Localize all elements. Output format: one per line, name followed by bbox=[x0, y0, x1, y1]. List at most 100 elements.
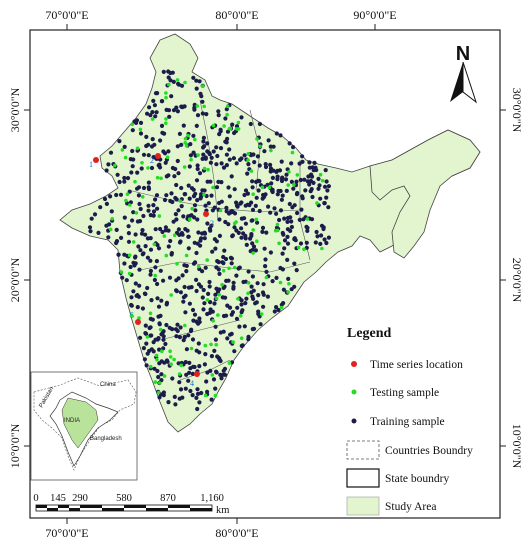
training-sample-point bbox=[210, 249, 215, 254]
testing-sample-point bbox=[320, 246, 324, 251]
training-sample-point bbox=[160, 330, 165, 335]
training-sample-point bbox=[308, 189, 313, 194]
training-sample-point bbox=[188, 388, 193, 394]
testing-sample-point bbox=[153, 273, 157, 278]
training-sample-point bbox=[227, 194, 232, 199]
training-sample-point bbox=[239, 343, 244, 348]
training-sample-point bbox=[179, 104, 184, 109]
training-sample-point bbox=[316, 186, 321, 191]
testing-sample-point bbox=[187, 217, 192, 221]
training-sample-point bbox=[268, 250, 273, 255]
training-sample-point bbox=[260, 225, 266, 230]
lon-label-top-80: 80°0'0"E bbox=[215, 8, 258, 22]
training-sample-point bbox=[288, 228, 293, 233]
training-sample-point bbox=[222, 248, 227, 253]
training-sample-point bbox=[217, 357, 222, 363]
training-sample-point bbox=[115, 172, 120, 177]
training-sample-point bbox=[107, 222, 112, 227]
training-sample-point bbox=[194, 288, 199, 294]
training-sample-point bbox=[126, 231, 131, 236]
training-sample-point bbox=[161, 69, 166, 74]
testing-sample-point bbox=[189, 157, 193, 162]
training-sample-point bbox=[224, 163, 229, 168]
training-sample-point bbox=[195, 387, 200, 392]
training-sample-point bbox=[180, 395, 185, 400]
training-sample-point bbox=[104, 201, 109, 206]
training-sample-point bbox=[301, 217, 306, 222]
training-sample-point bbox=[148, 113, 153, 118]
training-sample-point bbox=[144, 363, 149, 368]
training-sample-point bbox=[245, 171, 250, 176]
training-sample-point bbox=[292, 261, 297, 266]
training-sample-point bbox=[152, 366, 157, 371]
training-sample-point bbox=[181, 338, 186, 343]
training-sample-point bbox=[183, 360, 188, 365]
testing-sample-point bbox=[148, 364, 153, 369]
training-sample-point bbox=[271, 144, 276, 149]
training-sample-point bbox=[268, 166, 273, 171]
northeast-region bbox=[369, 129, 481, 259]
training-sample-point bbox=[291, 186, 296, 191]
training-sample-point bbox=[150, 137, 155, 142]
training-sample-point bbox=[188, 153, 193, 158]
training-sample-point bbox=[217, 233, 222, 238]
training-sample-point bbox=[161, 278, 166, 283]
training-sample-point bbox=[166, 228, 171, 233]
training-sample-point bbox=[198, 284, 204, 289]
training-sample-point bbox=[230, 122, 235, 127]
training-sample-point bbox=[202, 236, 207, 241]
training-sample-point bbox=[187, 164, 192, 169]
training-sample-point bbox=[201, 135, 206, 140]
time-series-locations: 1 2 3 5 4 bbox=[89, 153, 214, 388]
training-sample-point bbox=[187, 196, 192, 201]
scale-bar: 0 145 290 580 870 1,160 km bbox=[33, 493, 229, 516]
training-sample-point bbox=[164, 193, 169, 198]
training-sample-point bbox=[208, 160, 213, 165]
training-sample-point bbox=[193, 260, 198, 265]
training-sample-point bbox=[155, 296, 160, 301]
training-sample-point bbox=[249, 218, 254, 223]
training-sample-point bbox=[148, 268, 153, 274]
training-sample-point bbox=[214, 185, 220, 190]
training-sample-point bbox=[135, 170, 140, 175]
training-sample-point bbox=[189, 186, 195, 191]
training-sample-point bbox=[178, 325, 183, 330]
training-sample-point bbox=[129, 295, 134, 300]
training-sample-point bbox=[319, 233, 324, 238]
training-sample-point bbox=[156, 246, 162, 251]
testing-sample-point bbox=[169, 362, 173, 367]
training-sample-point bbox=[209, 155, 214, 160]
training-sample-point bbox=[174, 217, 179, 222]
training-sample-point bbox=[187, 301, 192, 306]
training-sample-point bbox=[171, 108, 177, 113]
training-sample-point bbox=[231, 280, 236, 285]
training-sample-point bbox=[140, 252, 145, 257]
training-sample-point bbox=[87, 225, 93, 230]
training-sample-point bbox=[184, 347, 189, 352]
training-sample-point bbox=[146, 203, 151, 208]
training-sample-point bbox=[186, 285, 192, 290]
training-sample-point bbox=[138, 248, 143, 253]
training-sample-point bbox=[126, 224, 131, 229]
training-sample-point bbox=[274, 305, 279, 310]
training-sample-point bbox=[285, 234, 290, 239]
testing-sample-point bbox=[211, 318, 215, 323]
training-sample-point bbox=[143, 291, 148, 297]
training-sample-point bbox=[166, 400, 171, 405]
training-sample-point bbox=[322, 201, 327, 206]
training-sample-point bbox=[88, 229, 93, 234]
training-sample-point bbox=[104, 168, 109, 173]
training-sample-point bbox=[243, 188, 249, 193]
training-sample-point bbox=[133, 281, 138, 286]
training-sample-point bbox=[186, 234, 191, 239]
testing-sample-point bbox=[155, 357, 159, 362]
training-sample-point bbox=[313, 240, 318, 245]
testing-sample-point bbox=[125, 192, 130, 196]
training-sample-point bbox=[160, 229, 165, 235]
training-sample-point bbox=[227, 147, 232, 152]
training-sample-point bbox=[325, 188, 330, 193]
training-sample-point bbox=[158, 138, 163, 143]
training-sample-point bbox=[108, 150, 114, 155]
training-sample-point bbox=[215, 153, 220, 159]
testing-sample-point bbox=[206, 167, 210, 172]
